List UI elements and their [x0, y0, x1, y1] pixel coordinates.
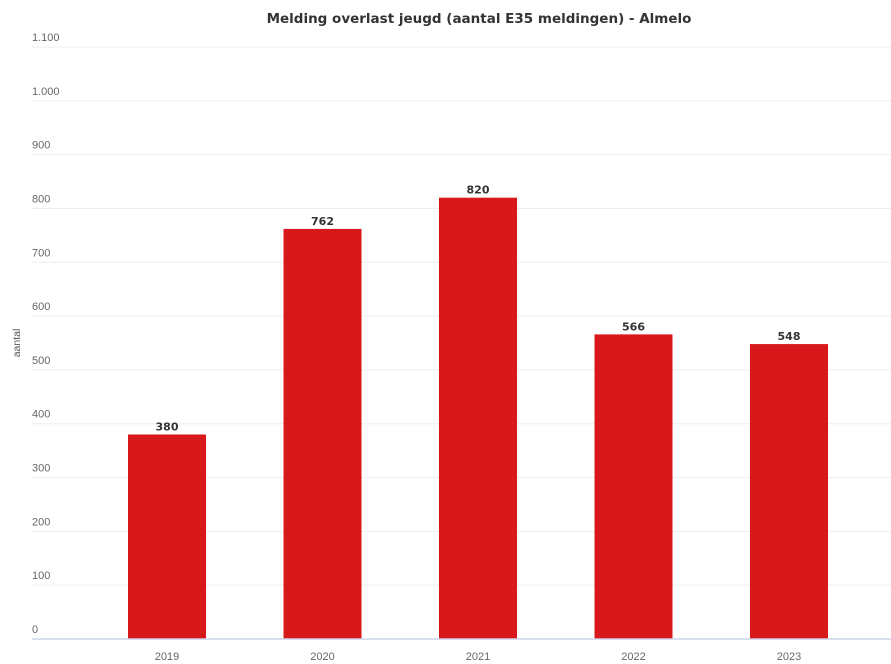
bar[interactable] [594, 334, 673, 639]
y-tick-label: 100 [32, 570, 50, 582]
x-tick-label: 2020 [310, 651, 334, 663]
x-tick-label: 2022 [621, 651, 645, 663]
bar[interactable] [439, 197, 517, 639]
x-tick-label: 2021 [466, 651, 490, 663]
bar[interactable] [750, 344, 828, 639]
x-axis-ticks: 2019 2020 2021 2022 2023 [155, 651, 801, 663]
y-tick-label: 200 [32, 516, 50, 528]
data-label: 566 [622, 320, 645, 333]
bar[interactable] [283, 228, 362, 639]
y-tick-label: 400 [32, 409, 50, 421]
y-axis-label: aantal [11, 329, 23, 358]
y-tick-label: 1.000 [32, 86, 60, 98]
y-tick-label: 700 [32, 247, 50, 259]
y-tick-label: 800 [32, 193, 50, 205]
y-tick-label: 600 [32, 301, 50, 313]
y-tick-label: 500 [32, 355, 50, 367]
y-tick-label: 1.100 [32, 32, 60, 44]
y-tick-label: 0 [32, 624, 38, 636]
x-tick-label: 2023 [777, 651, 801, 663]
data-label: 380 [156, 420, 179, 433]
bars [128, 197, 828, 639]
data-label: 762 [311, 215, 334, 228]
bar[interactable] [128, 434, 206, 639]
y-tick-label: 900 [32, 140, 50, 152]
y-tick-label: 300 [32, 463, 50, 475]
data-label: 820 [467, 184, 490, 197]
y-axis-ticks: 0 100 200 300 400 500 600 700 800 900 1.000 1.100 [32, 32, 60, 636]
data-labels: 380 762 820 566 548 [156, 184, 801, 434]
x-tick-label: 2019 [155, 651, 179, 663]
data-label: 548 [778, 330, 801, 343]
chart-title: Melding overlast jeugd (aantal E35 meldi… [267, 11, 692, 27]
